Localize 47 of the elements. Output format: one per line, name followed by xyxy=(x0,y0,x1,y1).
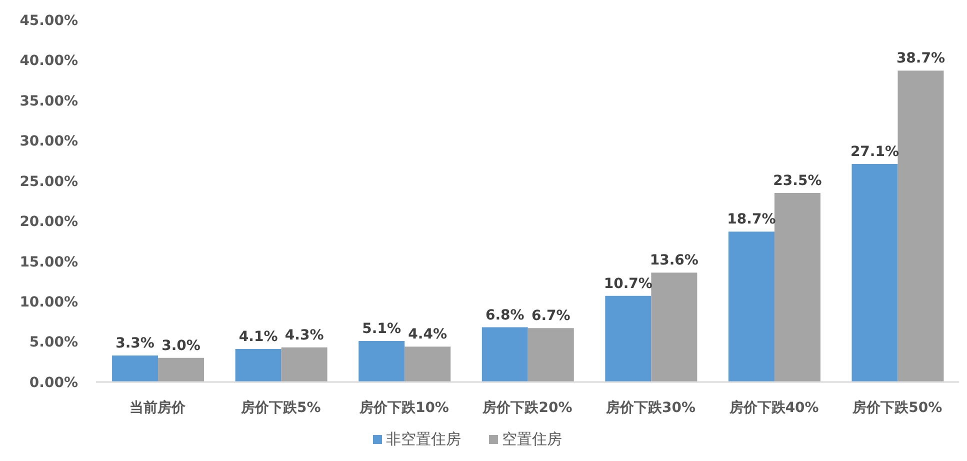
y-tick-label: 25.00% xyxy=(20,174,78,190)
data-label: 27.1% xyxy=(850,144,900,160)
y-tick-label: 20.00% xyxy=(20,214,78,230)
data-label: 10.7% xyxy=(604,276,652,292)
x-tick-label: 当前房价 xyxy=(130,398,187,416)
y-tick-label: 35.00% xyxy=(20,93,78,110)
data-label: 5.1% xyxy=(362,320,402,337)
legend-label: 非空置住房 xyxy=(386,430,461,448)
data-label: 13.6% xyxy=(650,252,698,269)
y-tick-label: 45.00% xyxy=(20,12,78,29)
bar xyxy=(404,346,451,382)
data-label: 3.0% xyxy=(162,338,200,354)
x-tick-label: 房价下跌10% xyxy=(358,398,449,416)
bar xyxy=(605,296,652,382)
x-tick-label: 房价下跌50% xyxy=(852,398,942,416)
y-tick-label: 30.00% xyxy=(20,134,78,150)
y-tick-label: 40.00% xyxy=(20,53,78,70)
x-tick-label: 房价下跌40% xyxy=(728,398,819,416)
bar xyxy=(482,327,528,382)
data-label: 4.1% xyxy=(238,329,278,346)
x-tick-label: 房价下跌20% xyxy=(482,398,572,416)
data-label: 18.7% xyxy=(727,212,776,228)
y-tick-label: 10.00% xyxy=(20,294,78,311)
data-label: 6.8% xyxy=(485,307,524,324)
bar xyxy=(728,232,774,382)
bar xyxy=(898,70,944,382)
data-label: 6.7% xyxy=(531,308,570,324)
bar xyxy=(112,355,158,382)
y-tick-label: 0.00% xyxy=(29,374,78,391)
bar xyxy=(774,192,820,382)
y-tick-label: 15.00% xyxy=(20,254,78,270)
bar xyxy=(528,328,574,382)
data-label: 4.3% xyxy=(284,327,324,344)
bar xyxy=(281,347,328,382)
y-tick-label: 5.00% xyxy=(29,334,78,351)
legend-label: 空置住房 xyxy=(502,430,562,448)
bar xyxy=(358,340,405,382)
bar xyxy=(651,272,698,382)
data-label: 4.4% xyxy=(408,326,448,343)
data-label: 38.7% xyxy=(896,50,946,67)
data-label: 3.3% xyxy=(116,335,154,352)
bar xyxy=(158,358,204,382)
x-tick-label: 房价下跌30% xyxy=(605,398,696,416)
data-label: 23.5% xyxy=(773,172,822,189)
x-tick-label: 房价下跌5% xyxy=(240,398,321,416)
bar xyxy=(235,349,282,382)
bar xyxy=(852,164,898,382)
